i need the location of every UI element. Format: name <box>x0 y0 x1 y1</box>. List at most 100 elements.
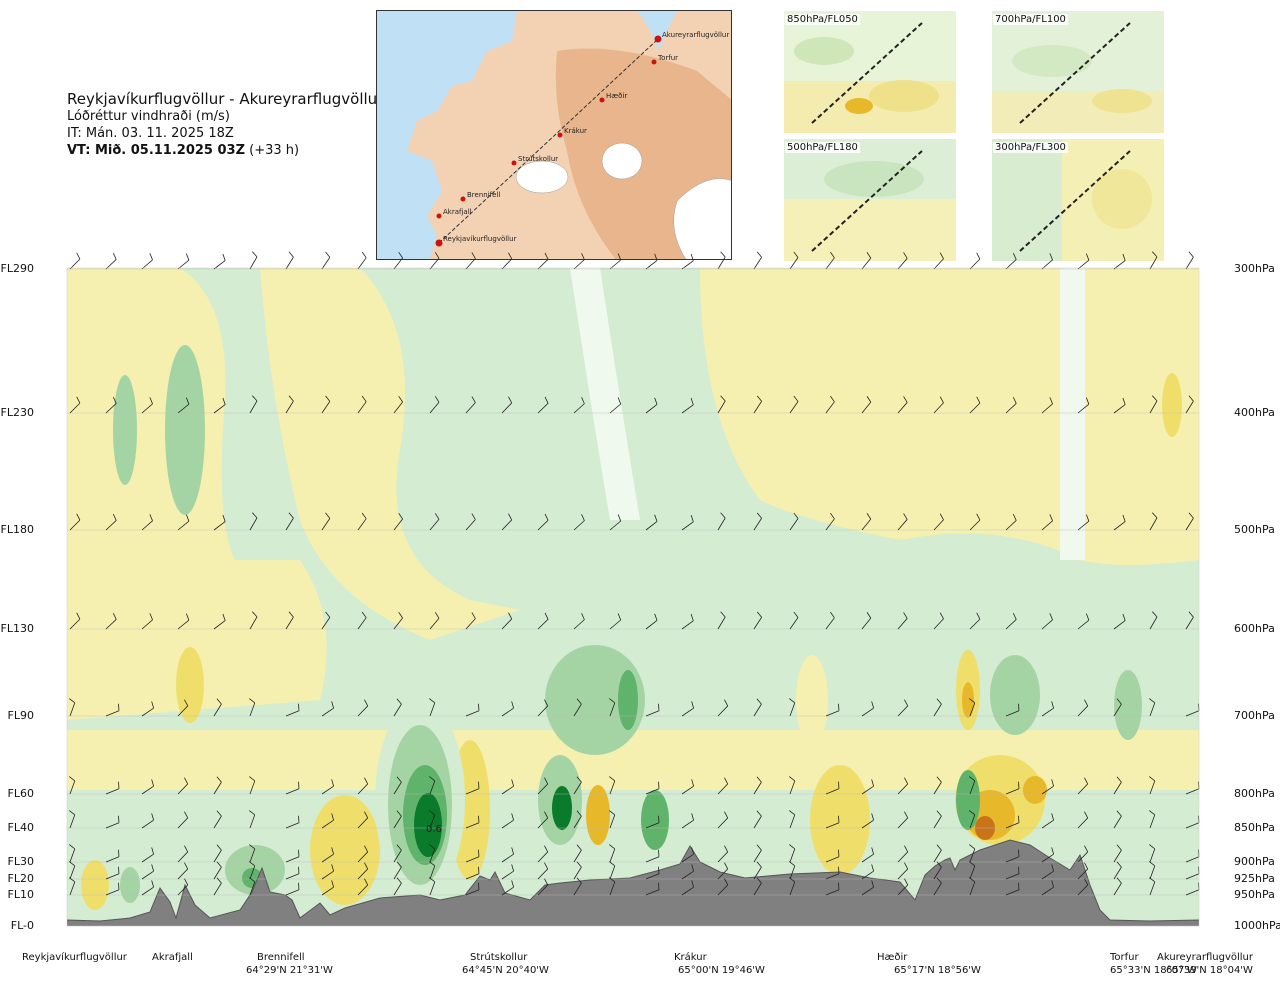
thumbnail-500[interactable]: 500hPa/FL180 <box>784 139 956 261</box>
wind-barb <box>501 612 513 630</box>
wind-barb <box>681 779 694 795</box>
wind-barb <box>69 861 76 880</box>
map-waypoint-dot[interactable] <box>654 35 662 43</box>
map-waypoints: Akureyrarflugvöllur Torfur Hæðir Krákur Strú… <box>435 31 729 247</box>
wind-barb <box>141 514 153 531</box>
wind-barb <box>1077 811 1089 829</box>
field-neutral-band-1 <box>570 268 640 520</box>
wind-barb <box>609 253 622 270</box>
wind-barb <box>645 613 658 630</box>
wind-barb <box>285 882 300 896</box>
map-waypoint-dot[interactable] <box>599 97 605 103</box>
thumbnail-500-svg <box>784 139 956 261</box>
thumbnail-300[interactable]: 300hPa/FL300 <box>992 139 1164 261</box>
wind-barb <box>213 698 222 717</box>
map-glacier-1 <box>515 160 569 194</box>
wind-barb <box>609 810 616 829</box>
waypoint-name: Akureyrarflugvöllur <box>1157 952 1254 963</box>
y-tick-left: FL180 <box>0 523 34 536</box>
wind-barb <box>1005 396 1017 414</box>
wind-barb <box>249 861 256 880</box>
wind-barb <box>1077 613 1090 630</box>
wind-barb <box>645 815 660 829</box>
wind-barb <box>1005 612 1017 630</box>
map-waypoint-dot[interactable] <box>460 196 466 202</box>
wind-barb <box>141 701 154 717</box>
wind-barb <box>681 880 694 896</box>
route-map[interactable]: Akureyrarflugvöllur Torfur Hæðir Krákur Strú… <box>376 10 732 260</box>
wind-barb <box>969 513 981 531</box>
wind-barb <box>717 611 726 630</box>
wind-barb <box>753 698 762 717</box>
wind-barb <box>537 612 549 630</box>
wind-barb <box>69 844 76 863</box>
y-tick-right: 700hPa <box>1234 709 1275 722</box>
wind-barb <box>69 513 81 531</box>
map-glacier-2 <box>601 142 643 180</box>
wind-barb <box>789 611 799 630</box>
wind-barb <box>105 882 120 896</box>
wind-barb <box>393 844 402 863</box>
wind-barb <box>753 861 762 880</box>
wind-barb <box>825 512 835 531</box>
y-tick-right: 1000hPa <box>1234 919 1280 932</box>
wind-barb <box>537 777 549 795</box>
wind-barb <box>861 701 874 717</box>
wind-barb <box>213 877 222 896</box>
field-lift-low-1 <box>310 795 380 905</box>
wind-barb <box>681 253 694 270</box>
wind-barb <box>321 880 334 896</box>
wind-barb <box>429 776 436 795</box>
wind-barb <box>573 776 582 795</box>
wind-barb <box>717 395 726 414</box>
route-map-svg: Akureyrarflugvöllur Torfur Hæðir Krákur Strú… <box>377 11 731 259</box>
field-lift-upper-pocket <box>1162 373 1182 437</box>
wind-barb <box>141 253 153 270</box>
wind-barb <box>753 844 762 863</box>
wind-barb <box>681 514 694 531</box>
wind-barb <box>321 611 331 630</box>
wind-barb <box>573 844 582 863</box>
map-waypoint-dot[interactable] <box>435 239 443 247</box>
thumbnail-700-label: 700hPa/FL100 <box>993 14 1068 25</box>
field-lift-low-9 <box>1023 776 1047 804</box>
wind-barb <box>1149 861 1156 880</box>
wind-barb <box>105 396 117 414</box>
wind-barb <box>393 512 403 531</box>
wind-barb <box>969 252 981 270</box>
wind-barb <box>357 862 369 880</box>
thumbnail-850-svg <box>784 11 956 133</box>
wind-barb <box>861 864 874 880</box>
wind-barb <box>1005 849 1020 863</box>
wind-barb <box>645 866 660 880</box>
map-waypoint-dot[interactable] <box>511 160 517 166</box>
wind-barb <box>429 396 440 414</box>
wind-barb <box>645 514 658 531</box>
wind-barb <box>717 251 726 270</box>
wind-barb <box>753 776 762 795</box>
issue-time: IT: Mán. 03. 11. 2025 18Z <box>67 126 234 141</box>
y-tick-right: 400hPa <box>1234 406 1275 419</box>
wind-barb <box>1041 847 1054 863</box>
wind-barb <box>1077 845 1089 863</box>
wind-barb <box>429 810 436 829</box>
wind-barb <box>933 844 942 863</box>
map-waypoint-dot[interactable] <box>651 59 657 65</box>
thumbnail-700[interactable]: 700hPa/FL100 <box>992 11 1164 133</box>
wind-barb <box>501 847 514 863</box>
map-waypoint-dot[interactable] <box>436 213 442 219</box>
wind-barb <box>429 844 436 863</box>
map-waypoint-dot[interactable] <box>557 132 563 138</box>
wind-barb <box>537 845 549 863</box>
wind-barb <box>357 512 367 531</box>
wind-barb <box>1185 251 1194 270</box>
field-lift-mid-pocket-2 <box>796 655 828 745</box>
wind-barb <box>321 395 331 414</box>
wind-barb <box>573 514 585 531</box>
wind-barb <box>105 849 120 863</box>
wind-barb <box>717 845 729 863</box>
wind-barb <box>249 698 256 717</box>
thumbnail-850[interactable]: 850hPa/FL050 <box>784 11 956 133</box>
map-waypoint-label: Strútskollur <box>518 155 558 163</box>
wind-barb <box>1041 779 1054 795</box>
